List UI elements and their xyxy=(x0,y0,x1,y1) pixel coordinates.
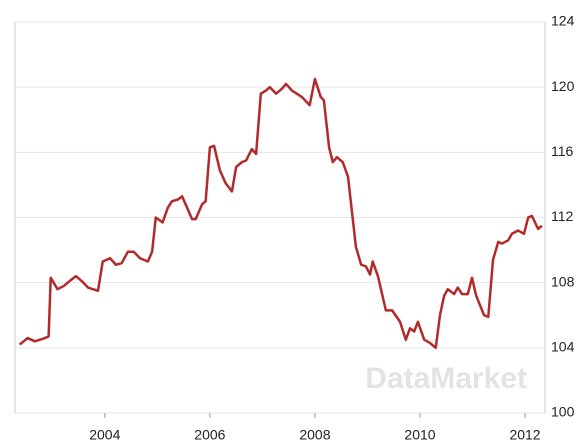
y-tick-label: 104 xyxy=(551,339,575,355)
x-tick-label: 2010 xyxy=(404,427,435,443)
y-tick-label: 108 xyxy=(551,273,575,289)
y-tick-label: 120 xyxy=(551,78,575,94)
line xyxy=(18,77,543,350)
x-tick-label: 2006 xyxy=(194,427,225,443)
y-tick-label: 116 xyxy=(551,143,574,159)
x-tick-label: 2012 xyxy=(509,427,540,443)
y-tick-label: 100 xyxy=(551,404,575,420)
x-tick-label: 2008 xyxy=(299,427,330,443)
y-tick-label: 124 xyxy=(551,13,575,29)
x-tick-label: 2004 xyxy=(89,427,120,443)
y-tick-label: 112 xyxy=(551,208,574,224)
watermark: DataMarket xyxy=(365,362,527,395)
